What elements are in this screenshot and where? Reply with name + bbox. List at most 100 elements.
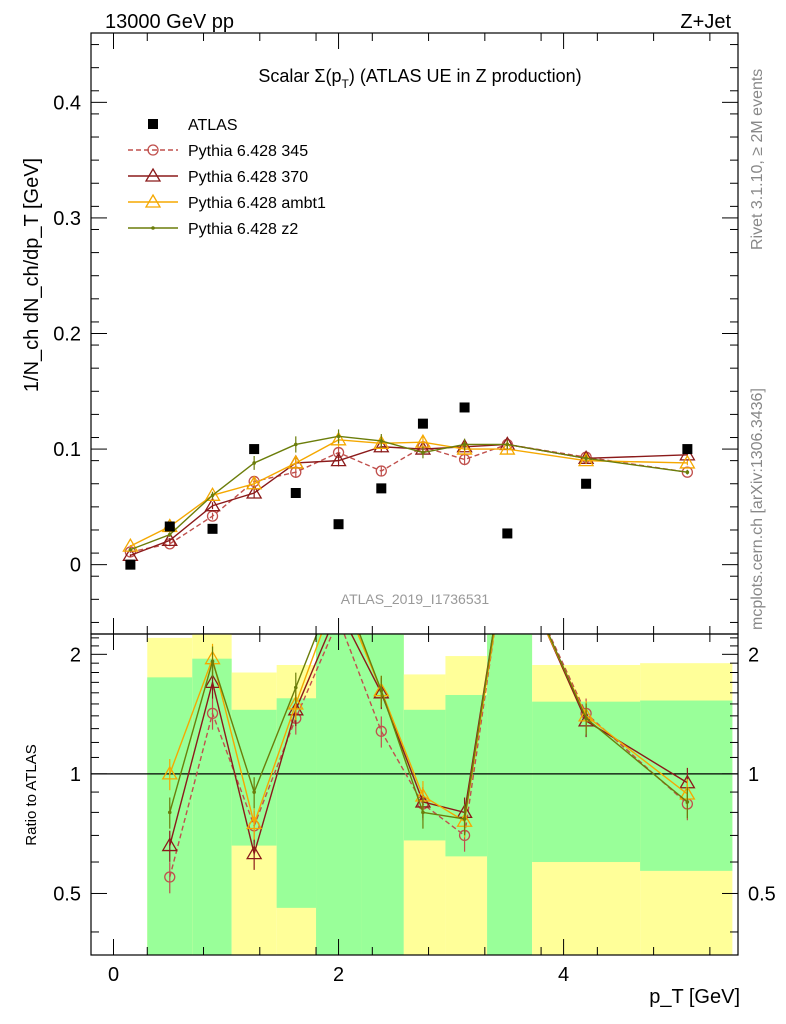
y-tick-label: 0.3 — [53, 208, 81, 230]
x-axis-label: p_T [GeV] — [649, 986, 740, 1008]
ratio-point — [204, 674, 221, 689]
series-point — [375, 465, 387, 477]
legend-label: Pythia 6.428 z2 — [188, 221, 298, 238]
series-point — [499, 440, 516, 455]
analysis-id: ATLAS_2019_I1736531 — [341, 591, 490, 607]
ratio-y-label: Ratio to ATLAS — [23, 744, 40, 845]
series-point — [287, 454, 304, 469]
ratio-point — [375, 725, 387, 737]
y-tick-label: 0 — [70, 555, 81, 577]
legend-marker — [148, 119, 158, 129]
ratio-point — [246, 845, 263, 860]
ratio-band-inner — [487, 634, 533, 955]
series-point — [577, 452, 595, 467]
series-point — [505, 442, 510, 447]
ratio-tick-label-right: 2 — [748, 644, 759, 666]
series-point — [462, 442, 467, 447]
series-point — [252, 461, 256, 465]
atlas-data-point — [333, 519, 344, 530]
series-point — [167, 532, 172, 537]
ratio-point — [167, 810, 172, 815]
ratio-point — [210, 659, 215, 664]
ratio-point — [421, 810, 425, 815]
series-point — [330, 431, 347, 446]
ratio-point — [293, 685, 298, 690]
legend: ATLAS Pythia 6.428 345 Pythia 6.428 370 Pyt… — [128, 117, 326, 238]
atlas-data-point — [581, 478, 592, 489]
x-tick-label: 2 — [333, 964, 344, 986]
legend-marker — [151, 226, 155, 230]
ratio-tick-label: 1 — [70, 764, 81, 786]
ratio-point — [206, 707, 219, 720]
legend-label: ATLAS — [188, 117, 238, 134]
ratio-point — [246, 815, 263, 830]
ratio-tick-label: 0.5 — [53, 883, 81, 905]
ratio-tick-label: 2 — [70, 644, 81, 666]
ratio-point — [164, 871, 176, 883]
series-line-3 — [130, 435, 688, 551]
series-point — [685, 470, 690, 474]
series-point — [293, 442, 298, 447]
atlas-data-point — [207, 523, 218, 534]
atlas-data-point — [682, 444, 693, 455]
series-point — [336, 434, 341, 439]
atlas-data-point — [249, 444, 260, 455]
ratio-point — [506, 540, 510, 544]
series-point — [584, 456, 588, 461]
atlas-data-point — [290, 487, 301, 498]
chart-title: Scalar Σ(pT) (ATLAS UE in Z production) — [258, 66, 581, 91]
series-point — [379, 439, 384, 443]
legend-label: Pythia 6.428 ambt1 — [188, 195, 326, 212]
ratio-point — [685, 800, 690, 804]
atlas-data-point — [502, 528, 513, 539]
ratio-band-inner — [316, 634, 362, 955]
x-tick-label: 0 — [108, 964, 119, 986]
ratio-band-inner — [640, 700, 733, 871]
y-tick-label: 0.2 — [53, 324, 81, 346]
ratio-point — [161, 837, 178, 852]
series-point — [128, 547, 133, 552]
ratio-band-inner — [361, 634, 404, 955]
ratio-point — [337, 577, 341, 581]
legend-label: Pythia 6.428 345 — [188, 143, 308, 160]
main-panel: 0 0.1 0.2 0.3 0.4 Scalar Σ(pT) (ATLAS UE in … — [21, 32, 739, 635]
series-point — [246, 484, 263, 499]
ratio-point — [584, 716, 588, 721]
x-tick-label: 4 — [558, 964, 569, 986]
process-label: Z+Jet — [680, 11, 731, 33]
series-point — [210, 493, 215, 498]
ratio-point — [252, 790, 256, 794]
atlas-data-point — [164, 521, 175, 532]
ratio-tick-label-right: 0.5 — [748, 883, 776, 905]
series-point — [330, 452, 347, 467]
legend-label: Pythia 6.428 370 — [188, 169, 308, 186]
series-point — [373, 438, 390, 453]
series-point — [161, 532, 178, 547]
series-point — [246, 475, 263, 490]
legend-marker — [144, 193, 162, 208]
ratio-tick-label-right: 1 — [748, 764, 759, 786]
rivet-label: Rivet 3.1.10, ≥ 2M events — [749, 69, 766, 250]
mcplots-label: mcplots.cern.ch [arXiv:1306.3436] — [749, 388, 766, 630]
ratio-frame — [90, 633, 739, 956]
ratio-point — [287, 695, 304, 710]
y-axis-label: 1/N_ch dN_ch/dp_T [GeV] — [21, 158, 43, 392]
atlas-data-point — [459, 402, 470, 413]
series-line-0 — [130, 443, 688, 553]
ratio-point — [462, 817, 467, 821]
ratio-point — [502, 539, 512, 549]
atlas-data-point — [125, 559, 136, 570]
atlas-data-point — [376, 483, 387, 494]
energy-label: 13000 GeV pp — [105, 11, 234, 33]
series-point — [421, 450, 425, 455]
legend-marker — [144, 167, 162, 182]
y-tick-label: 0.4 — [53, 92, 81, 114]
series-point — [204, 497, 221, 512]
ratio-point — [161, 765, 178, 780]
series-point — [456, 440, 473, 455]
y-tick-label: 0.1 — [53, 439, 81, 461]
ratio-panel: 0 2 4 0.5 0.5 1 1 2 2 Ratio to ATLAS p_T [GeV] — [23, 539, 776, 1008]
ratio-point — [379, 688, 384, 693]
series-point — [679, 454, 696, 469]
